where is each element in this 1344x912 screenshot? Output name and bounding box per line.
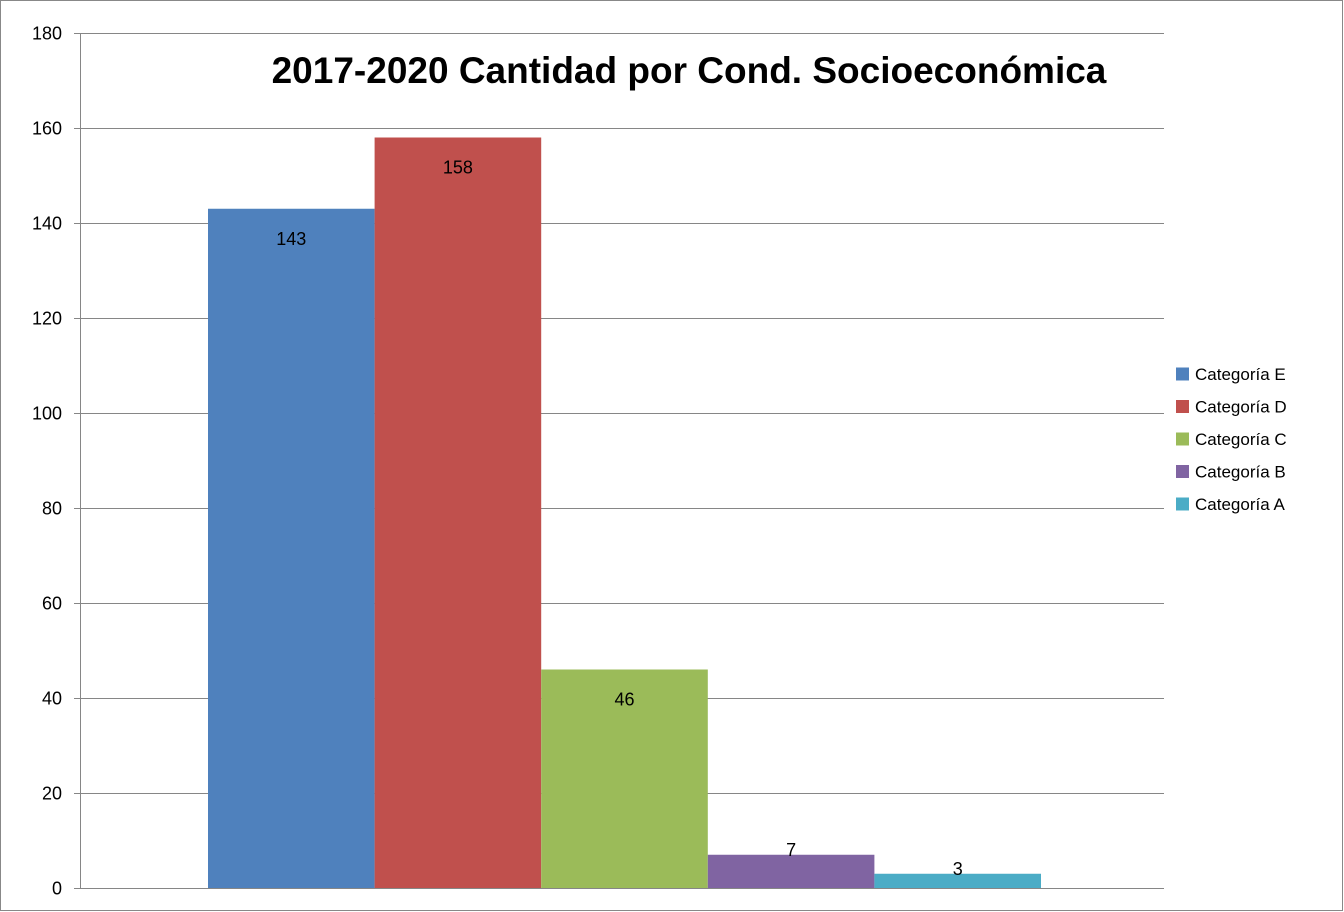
bar [874,873,1041,888]
legend-label: Categoría A [1195,495,1285,514]
legend-label: Categoría B [1195,463,1286,482]
data-label: 46 [614,690,634,710]
legend-swatch [1176,400,1189,413]
legend: Categoría E Categoría D Categoría C Categor… [1176,365,1287,514]
y-tick-label: 160 [32,119,62,139]
y-tick-label: 60 [42,594,62,614]
y-tick-label: 180 [32,24,62,44]
bar [707,854,875,888]
y-tick-label: 0 [52,879,62,899]
y-axis: 0 20 40 60 80 100 120 140 160 180 [32,24,81,899]
bars [208,137,1041,888]
legend-swatch [1176,497,1189,511]
legend-swatch [1176,367,1189,381]
data-labels: 143 158 46 7 3 [276,158,962,879]
data-label: 7 [786,840,796,860]
data-label: 158 [443,158,473,178]
y-tick-label: 140 [32,214,62,234]
chart-title: 2017-2020 Cantidad por Cond. Socioeconóm… [272,50,1107,91]
y-tick-label: 120 [32,309,62,329]
legend-label: Categoría C [1195,430,1287,449]
bar [541,669,708,888]
data-label: 3 [953,859,963,879]
bar [374,137,542,888]
y-tick-label: 20 [42,784,62,804]
legend-label: Categoría D [1195,398,1287,417]
y-tick-label: 40 [42,689,62,709]
legend-label: Categoría E [1195,365,1286,384]
data-label: 143 [276,229,306,249]
legend-swatch [1176,432,1189,446]
y-tick-label: 80 [42,499,62,519]
bar [208,208,375,888]
y-tick-label: 100 [32,404,62,424]
legend-swatch [1176,465,1189,478]
